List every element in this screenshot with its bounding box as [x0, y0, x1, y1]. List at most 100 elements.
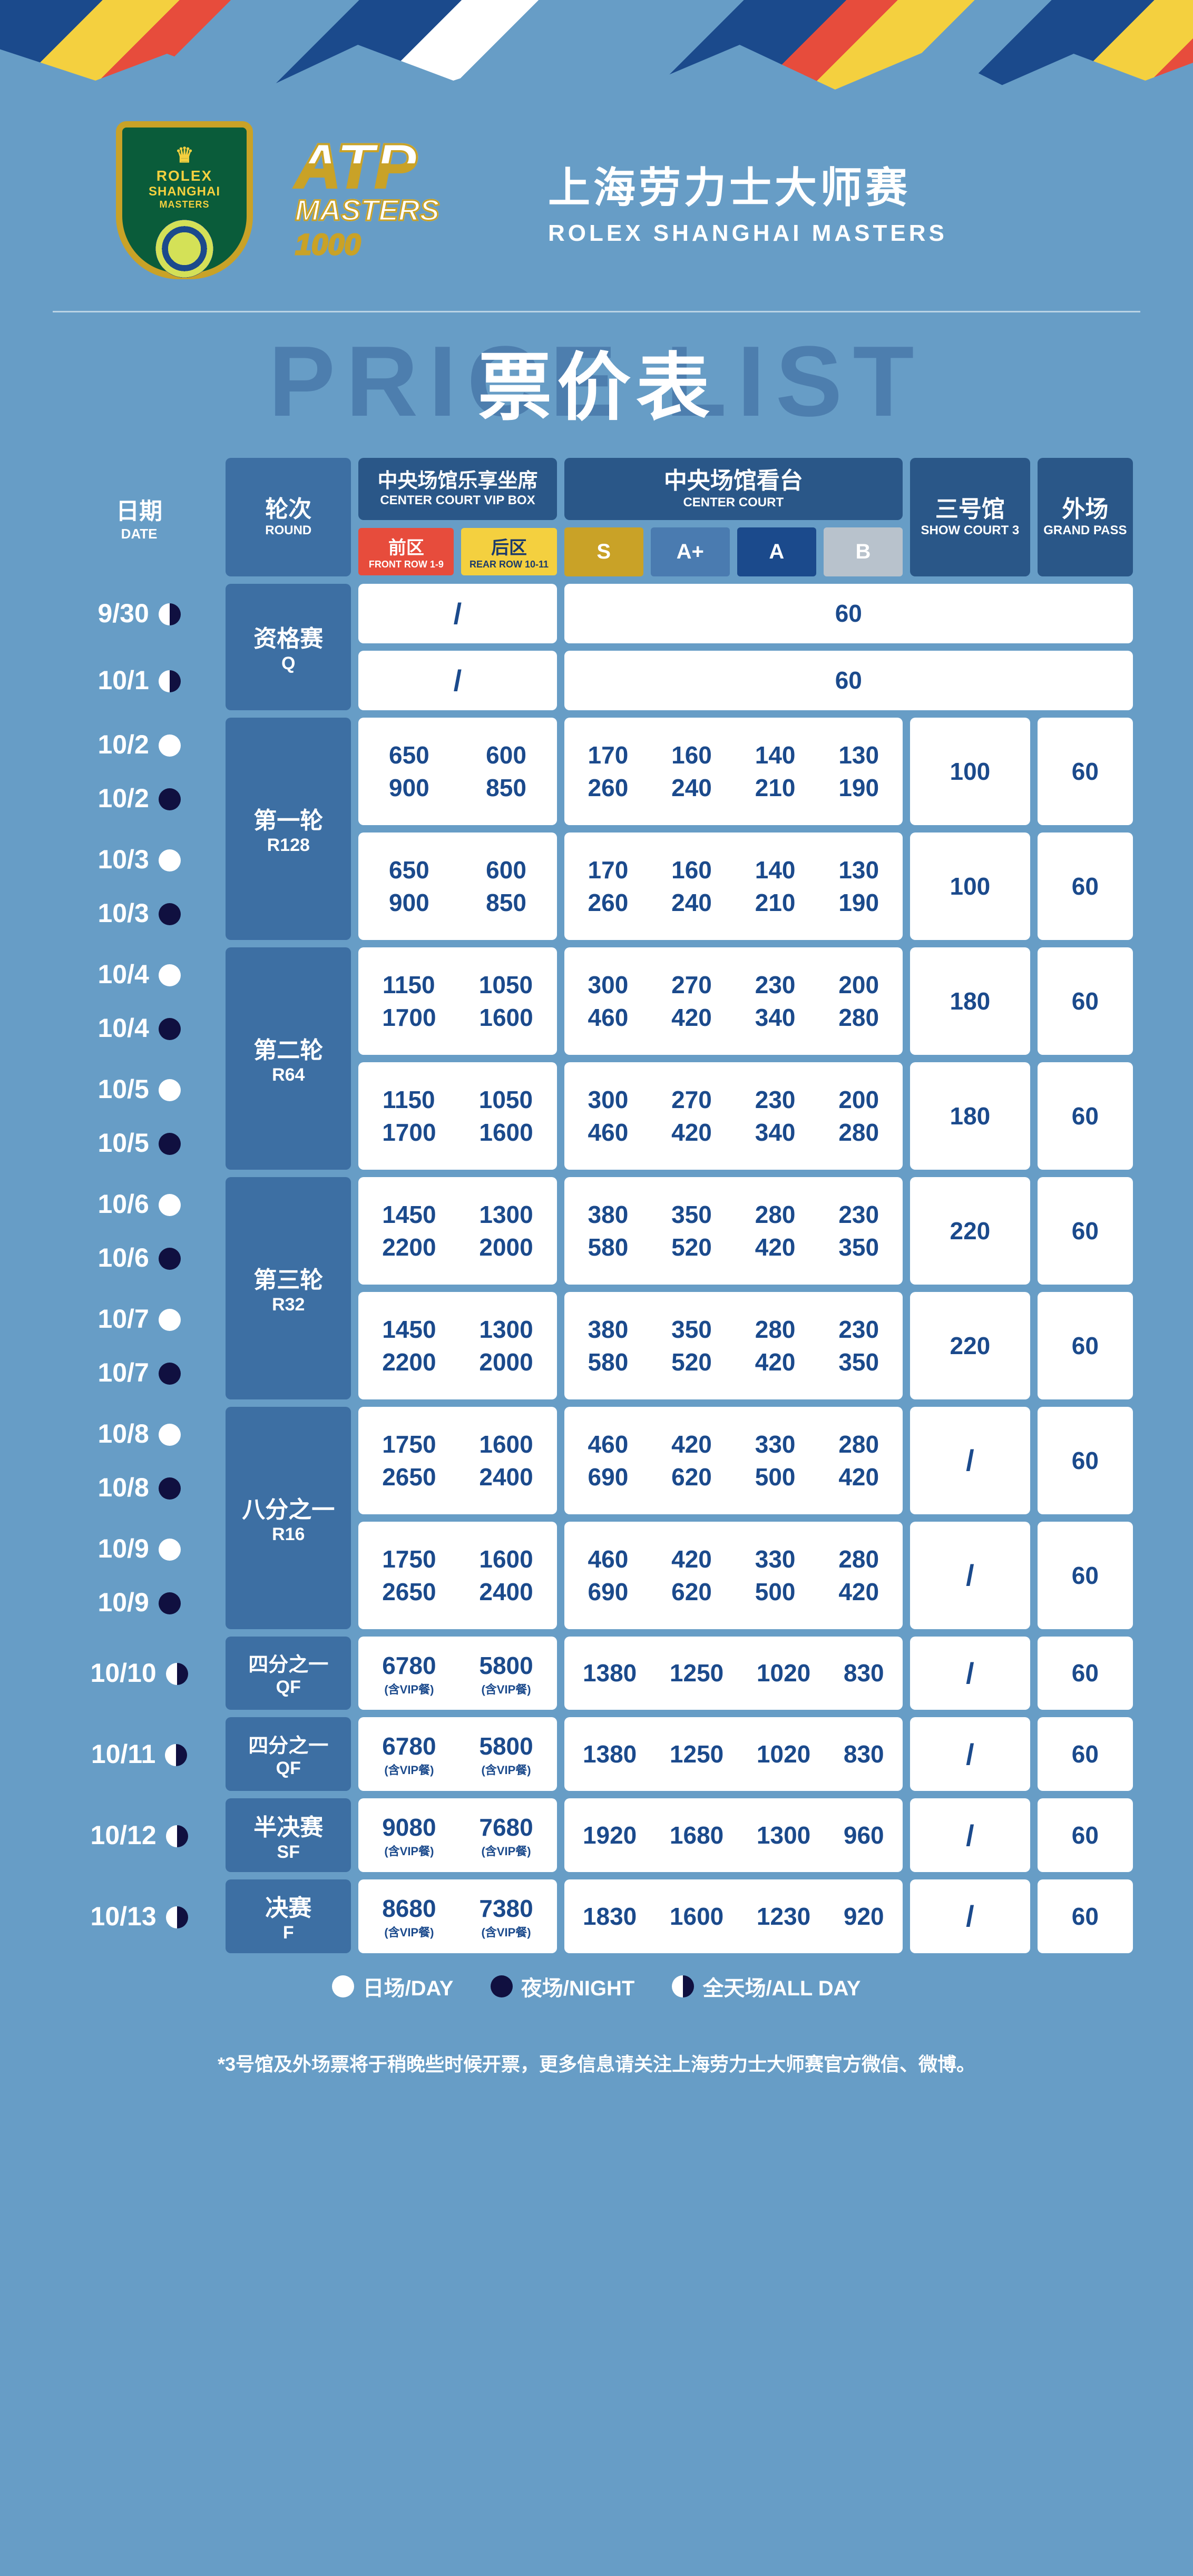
date-1011: 10/11	[60, 1717, 218, 1791]
date-1001: 10/1	[60, 651, 218, 710]
date-1003: 10/3 10/3	[60, 832, 218, 940]
legend-night: 夜场/NIGHT	[459, 1977, 635, 2000]
row-1002: 10/2 10/2 第一轮R128 650600 900850 17016014…	[60, 718, 1133, 825]
event-title-cn: 上海劳力士大师赛	[548, 154, 947, 215]
price-r16-seat-1008: 460420330280 690620500420	[564, 1407, 903, 1514]
day-icon	[159, 1079, 181, 1101]
price-r64-c3-1004: 180	[910, 947, 1030, 1055]
price-r128-seat-1003: 170160140130 260240210190	[564, 832, 903, 940]
price-r64-c3-1005: 180	[910, 1062, 1030, 1170]
allday-icon	[672, 1975, 694, 1997]
night-icon	[159, 1592, 181, 1614]
price-sf-seat: 192016801300960	[564, 1798, 903, 1872]
round-f: 决赛F	[226, 1879, 351, 1953]
day-icon	[159, 1539, 181, 1561]
allday-icon	[166, 1825, 188, 1847]
atp-top: ATP	[295, 139, 506, 193]
price-sf-vip: 90807680 (含VIP餐)(含VIP餐)	[358, 1798, 556, 1872]
header-round: 轮次 ROUND	[226, 458, 351, 576]
row-1013: 10/13 决赛F 86807380 (含VIP餐)(含VIP餐) 183016…	[60, 1879, 1133, 1953]
price-q-vip-1001: /	[358, 651, 556, 710]
price-r32-vip-1007: 14501300 22002000	[358, 1292, 556, 1399]
day-icon	[159, 1309, 181, 1331]
price-r16-c3-1008: /	[910, 1407, 1030, 1514]
allday-icon	[159, 603, 181, 625]
row-1003: 10/3 10/3 650600 900850 170160140130 260…	[60, 832, 1133, 940]
tennis-ball-icon	[155, 220, 213, 278]
price-r64-vip-1004: 11501050 17001600	[358, 947, 556, 1055]
date-1002: 10/2 10/2	[60, 718, 218, 825]
header-logos: ♛ ROLEX SHANGHAI MASTERS ATP MASTERS 100…	[0, 90, 1193, 279]
row-1010: 10/10 四分之一QF 67805800 (含VIP餐)(含VIP餐) 138…	[60, 1637, 1133, 1710]
date-1007: 10/7 10/7	[60, 1292, 218, 1399]
price-r128-vip-1003: 650600 900850	[358, 832, 556, 940]
price-qf-seat-1011: 138012501020830	[564, 1717, 903, 1791]
row-1011: 10/11 四分之一QF 67805800 (含VIP餐)(含VIP餐) 138…	[60, 1717, 1133, 1791]
price-qf-gp-1011: 60	[1038, 1717, 1133, 1791]
legend-day: 日场/DAY	[332, 1977, 453, 2000]
date-1010: 10/10	[60, 1637, 218, 1710]
price-r64-seat-1005: 300270230200 460420340280	[564, 1062, 903, 1170]
price-r128-gp-1003: 60	[1038, 832, 1133, 940]
price-q-flat-1001: 60	[564, 651, 1133, 710]
round-qf-1: 四分之一QF	[226, 1637, 351, 1710]
price-f-c3: /	[910, 1879, 1030, 1953]
row-1006: 10/6 10/6 第三轮R32 14501300 22002000 38035…	[60, 1177, 1133, 1285]
price-qf-vip-1010: 67805800 (含VIP餐)(含VIP餐)	[358, 1637, 556, 1710]
price-r16-vip-1008: 17501600 26502400	[358, 1407, 556, 1514]
page-title: 票价表	[0, 328, 1193, 435]
date-1009: 10/9 10/9	[60, 1522, 218, 1629]
price-r64-gp-1004: 60	[1038, 947, 1133, 1055]
price-table: 日期 DATE 轮次 ROUND 中央场馆乐享坐席 CENTER COURT V…	[53, 450, 1140, 1961]
round-qf-2: 四分之一QF	[226, 1717, 351, 1791]
price-q-vip-0930: /	[358, 584, 556, 643]
price-r64-seat-1004: 300270230200 460420340280	[564, 947, 903, 1055]
header-seat-s: S	[564, 527, 643, 576]
price-qf-c3-1010: /	[910, 1637, 1030, 1710]
price-r128-seat-1002: 170160140130 260240210190	[564, 718, 903, 825]
date-1013: 10/13	[60, 1879, 218, 1953]
header-vip-rear: 后区REAR ROW 10-11	[461, 527, 556, 576]
price-r16-vip-1009: 17501600 26502400	[358, 1522, 556, 1629]
day-icon	[159, 849, 181, 871]
date-1006: 10/6 10/6	[60, 1177, 218, 1285]
header-grand: 外场 GRAND PASS	[1038, 458, 1133, 576]
price-q-flat-0930: 60	[564, 584, 1133, 643]
price-r16-gp-1009: 60	[1038, 1522, 1133, 1629]
price-sf-c3: /	[910, 1798, 1030, 1872]
atp-bottom: MASTERS 1000	[295, 193, 506, 261]
price-r16-gp-1008: 60	[1038, 1407, 1133, 1514]
price-f-gp: 60	[1038, 1879, 1133, 1953]
row-1012: 10/12 半决赛SF 90807680 (含VIP餐)(含VIP餐) 1920…	[60, 1798, 1133, 1872]
header-date: 日期 DATE	[60, 458, 218, 576]
price-sf-gp: 60	[1038, 1798, 1133, 1872]
legend: 日场/DAY 夜场/NIGHT 全天场/ALL DAY	[53, 1961, 1140, 2002]
price-r32-seat-1006: 380350280230 580520420350	[564, 1177, 903, 1285]
row-1004: 10/4 10/4 第二轮R64 11501050 17001600 30027…	[60, 947, 1133, 1055]
day-icon	[159, 1424, 181, 1446]
price-r32-c3-1006: 220	[910, 1177, 1030, 1285]
date-1004: 10/4 10/4	[60, 947, 218, 1055]
header-vip-front: 前区FRONT ROW 1-9	[358, 527, 454, 576]
top-decoration	[0, 0, 1193, 90]
night-icon	[159, 1248, 181, 1270]
date-0930: 9/30	[60, 584, 218, 643]
row-1009: 10/9 10/9 17501600 26502400 460420330280…	[60, 1522, 1133, 1629]
header-vip: 中央场馆乐享坐席 CENTER COURT VIP BOX	[358, 458, 556, 520]
row-1008: 10/8 10/8 八分之一R16 17501600 26502400 4604…	[60, 1407, 1133, 1514]
day-icon	[159, 1194, 181, 1216]
atp-logo: ATP MASTERS 1000	[295, 139, 506, 261]
night-icon	[159, 1363, 181, 1385]
night-icon	[491, 1975, 513, 1997]
day-icon	[159, 734, 181, 757]
price-r16-seat-1009: 460420330280 690620500420	[564, 1522, 903, 1629]
logo-brand: ROLEX	[122, 168, 247, 184]
row-1001: 10/1 / 60	[60, 651, 1133, 710]
price-r64-gp-1005: 60	[1038, 1062, 1133, 1170]
date-1005: 10/5 10/5	[60, 1062, 218, 1170]
round-r128: 第一轮R128	[226, 718, 351, 940]
allday-icon	[166, 1906, 188, 1928]
logo-event: MASTERS	[122, 199, 247, 210]
round-r32: 第三轮R32	[226, 1177, 351, 1399]
price-r128-c3-1003: 100	[910, 832, 1030, 940]
